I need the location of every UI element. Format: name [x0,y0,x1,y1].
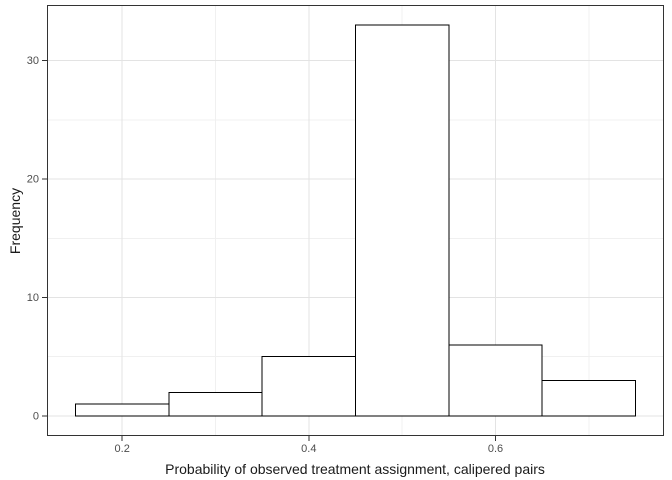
x-axis-title: Probability of observed treatment assign… [165,461,545,477]
histogram-bar [261,356,356,417]
histogram-bar [541,379,637,417]
y-tick-label: 10 [27,292,39,304]
histogram-bar [448,344,543,417]
x-tick-label: 0.2 [115,443,130,455]
y-axis-title: Frequency [7,187,23,255]
histogram-bar [168,391,263,417]
y-tick-label: 30 [27,55,39,67]
histogram-bar [75,403,170,417]
x-tick-label: 0.6 [488,443,503,455]
x-tick-label: 0.4 [301,443,316,455]
panel-border [46,4,665,437]
y-tick-label: 0 [33,410,39,422]
y-tick-label: 20 [27,174,39,186]
histogram-bar [355,24,450,417]
